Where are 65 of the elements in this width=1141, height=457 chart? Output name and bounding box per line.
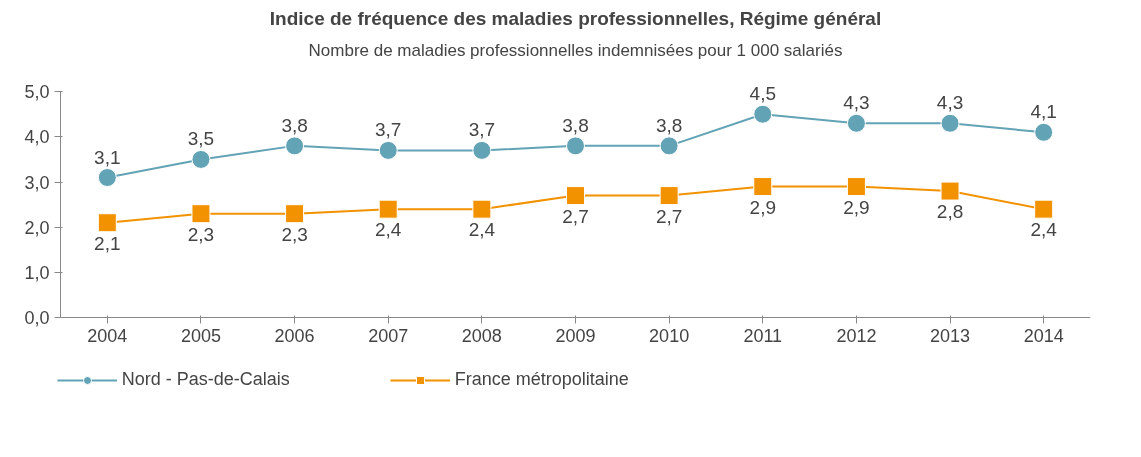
point bbox=[97, 213, 117, 233]
point bbox=[940, 113, 960, 133]
point bbox=[566, 186, 585, 206]
data-label: 3,7 bbox=[375, 119, 402, 141]
data-label: 4,3 bbox=[843, 92, 870, 114]
point bbox=[566, 136, 585, 156]
point bbox=[285, 136, 305, 156]
x-tick-label: 2005 bbox=[180, 325, 221, 346]
data-label: 2,1 bbox=[94, 232, 121, 254]
y-tick-label: 0,0 bbox=[24, 308, 50, 329]
data-label: 3,8 bbox=[562, 114, 589, 136]
data-label: 2,7 bbox=[562, 205, 589, 227]
data-label: 2,3 bbox=[281, 223, 308, 245]
data-label: 4,5 bbox=[749, 83, 776, 105]
data-label: 3,8 bbox=[281, 114, 308, 136]
x-tick-label: 2006 bbox=[274, 325, 315, 346]
data-label: 2,8 bbox=[936, 201, 964, 223]
data-label: 4,1 bbox=[1030, 101, 1057, 123]
x-tick-label: 2013 bbox=[930, 325, 971, 346]
legend-label: Nord - Pas-de-Calais bbox=[121, 369, 290, 390]
y-tick-label: 3,0 bbox=[24, 172, 50, 193]
data-label: 2,4 bbox=[468, 219, 496, 241]
point bbox=[753, 104, 773, 124]
x-tick-label: 2008 bbox=[461, 325, 502, 346]
data-label: 2,9 bbox=[843, 196, 870, 218]
legend-label: France métropolitaine bbox=[454, 369, 629, 390]
y-tick-label: 2,0 bbox=[24, 217, 50, 238]
chart-subtitle: Nombre de maladies professionnelles indemnisées pour 1 000 salariés bbox=[308, 40, 843, 60]
data-label: 3,7 bbox=[468, 119, 496, 141]
y-tick-label: 5,0 bbox=[24, 82, 50, 103]
point bbox=[1034, 199, 1054, 219]
data-label: 2,7 bbox=[655, 205, 683, 227]
y-tick-label: 4,0 bbox=[24, 127, 50, 148]
x-tick-label: 2014 bbox=[1023, 325, 1064, 346]
data-label: 2,4 bbox=[375, 219, 402, 241]
point bbox=[285, 204, 305, 224]
data-label: 4,3 bbox=[936, 92, 964, 114]
data-label: 2,4 bbox=[1030, 219, 1058, 241]
point bbox=[753, 177, 773, 197]
data-label: 3,1 bbox=[94, 146, 121, 168]
point bbox=[378, 199, 398, 219]
x-tick-label: 2007 bbox=[368, 325, 409, 346]
point bbox=[191, 204, 211, 224]
point bbox=[846, 177, 866, 197]
data-label: 2,3 bbox=[187, 223, 215, 245]
point bbox=[97, 168, 117, 187]
y-tick-label: 1,0 bbox=[24, 262, 50, 283]
point bbox=[1034, 122, 1054, 142]
point bbox=[659, 136, 679, 156]
point bbox=[659, 186, 679, 206]
data-label: 2,9 bbox=[749, 196, 776, 218]
x-tick-label: 2009 bbox=[555, 325, 596, 346]
x-tick-label: 2011 bbox=[743, 325, 783, 346]
point bbox=[940, 181, 960, 201]
point bbox=[378, 140, 398, 160]
data-label: 3,5 bbox=[187, 128, 215, 150]
chart-title: Indice de fréquence des maladies professionnelles, Régime général bbox=[269, 7, 882, 29]
point bbox=[472, 199, 492, 219]
point bbox=[846, 113, 866, 133]
x-tick-label: 2010 bbox=[649, 325, 690, 346]
point bbox=[472, 140, 492, 160]
x-tick-label: 2004 bbox=[87, 325, 128, 346]
point bbox=[191, 149, 211, 169]
x-tick-label: 2012 bbox=[836, 325, 877, 346]
data-label: 3,8 bbox=[655, 114, 683, 136]
